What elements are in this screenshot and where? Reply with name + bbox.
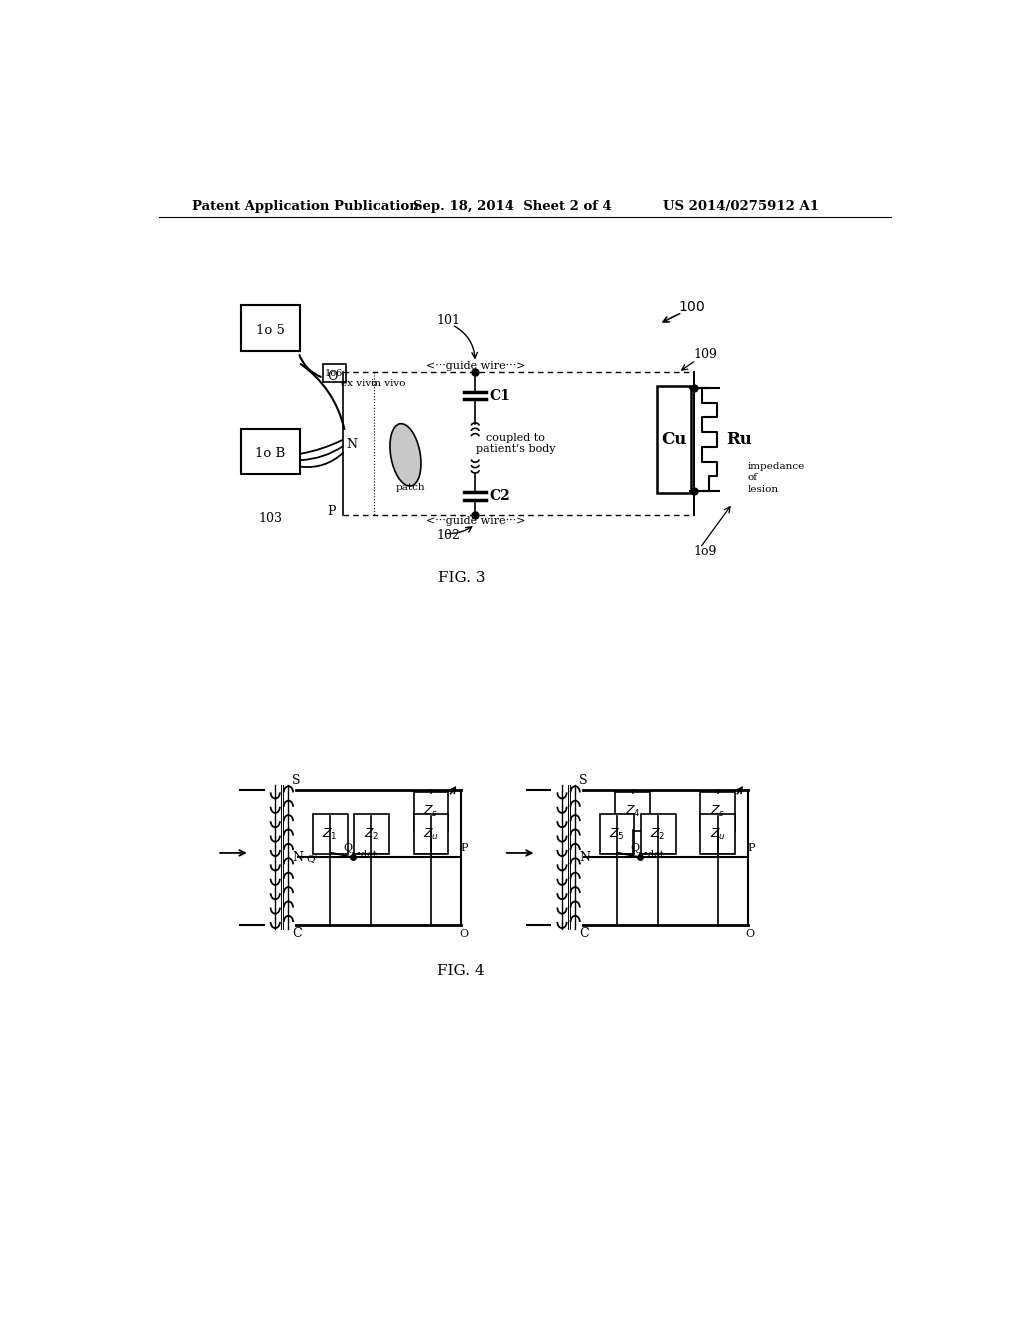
Text: 109: 109 (693, 348, 718, 362)
Text: O: O (327, 370, 337, 383)
FancyBboxPatch shape (241, 429, 300, 474)
FancyBboxPatch shape (600, 814, 635, 854)
Text: C: C (292, 927, 302, 940)
Text: $Z_2$: $Z_2$ (650, 826, 666, 842)
Text: •det: •det (356, 850, 378, 858)
Text: 1o6: 1o6 (325, 370, 343, 379)
Text: US 2014/0275912 A1: US 2014/0275912 A1 (663, 199, 819, 213)
Text: Patent Application Publication: Patent Application Publication (191, 199, 418, 213)
Text: Q: Q (631, 843, 639, 853)
FancyBboxPatch shape (700, 814, 735, 854)
Text: $Z_4$: $Z_4$ (625, 804, 640, 818)
Text: N: N (579, 850, 590, 863)
FancyBboxPatch shape (615, 792, 650, 832)
Text: $Z_u$: $Z_u$ (423, 826, 439, 842)
Text: 1o9: 1o9 (693, 545, 717, 557)
Text: $Z_1$: $Z_1$ (323, 826, 338, 842)
Text: patch: patch (395, 483, 425, 492)
Ellipse shape (390, 424, 421, 486)
Text: N: N (292, 850, 303, 863)
Text: $Z_u$: $Z_u$ (710, 826, 726, 842)
Text: $Z_s$: $Z_s$ (711, 804, 725, 818)
Text: FIG. 4: FIG. 4 (437, 964, 485, 978)
Text: <···guide wire···>: <···guide wire···> (426, 360, 525, 371)
Text: Q': Q' (307, 854, 318, 863)
FancyBboxPatch shape (414, 792, 449, 832)
Text: in vivo: in vivo (371, 379, 406, 388)
Text: Ru: Ru (726, 430, 753, 447)
Text: S: S (579, 774, 588, 787)
Text: $Z_2$: $Z_2$ (364, 826, 379, 842)
Text: $Z_s$: $Z_s$ (423, 804, 438, 818)
Text: Cu: Cu (662, 430, 687, 447)
Text: C2: C2 (489, 488, 510, 503)
Text: P: P (748, 843, 755, 853)
Text: 1o 5: 1o 5 (256, 323, 285, 337)
FancyBboxPatch shape (700, 792, 735, 832)
Text: 103: 103 (258, 512, 283, 525)
Text: 1o B: 1o B (255, 446, 286, 459)
Text: P: P (328, 504, 336, 517)
Text: coupled to
patient's body: coupled to patient's body (476, 433, 555, 454)
Text: impedance
of
lesion: impedance of lesion (748, 462, 805, 494)
Text: O: O (459, 929, 468, 939)
FancyBboxPatch shape (354, 814, 389, 854)
Text: C1: C1 (489, 388, 510, 403)
Text: FIG. 3: FIG. 3 (437, 572, 485, 585)
Text: •det: •det (643, 850, 665, 858)
Text: ex vivo: ex vivo (341, 379, 377, 388)
Text: N: N (346, 438, 357, 451)
FancyBboxPatch shape (414, 814, 449, 854)
Text: $100$: $100$ (678, 300, 706, 314)
FancyBboxPatch shape (313, 814, 348, 854)
Text: S: S (292, 774, 301, 787)
Text: Sep. 18, 2014  Sheet 2 of 4: Sep. 18, 2014 Sheet 2 of 4 (414, 199, 612, 213)
Text: 102: 102 (436, 529, 461, 543)
FancyBboxPatch shape (641, 814, 676, 854)
Text: O: O (745, 929, 755, 939)
Text: $Z_5$: $Z_5$ (609, 826, 625, 842)
FancyBboxPatch shape (241, 305, 300, 351)
FancyBboxPatch shape (323, 364, 346, 383)
Text: <···guide wire···>: <···guide wire···> (426, 516, 525, 527)
Text: P: P (461, 843, 468, 853)
Text: 101: 101 (436, 314, 461, 326)
Text: C: C (579, 927, 589, 940)
FancyBboxPatch shape (657, 387, 691, 492)
Text: Q: Q (343, 843, 352, 853)
